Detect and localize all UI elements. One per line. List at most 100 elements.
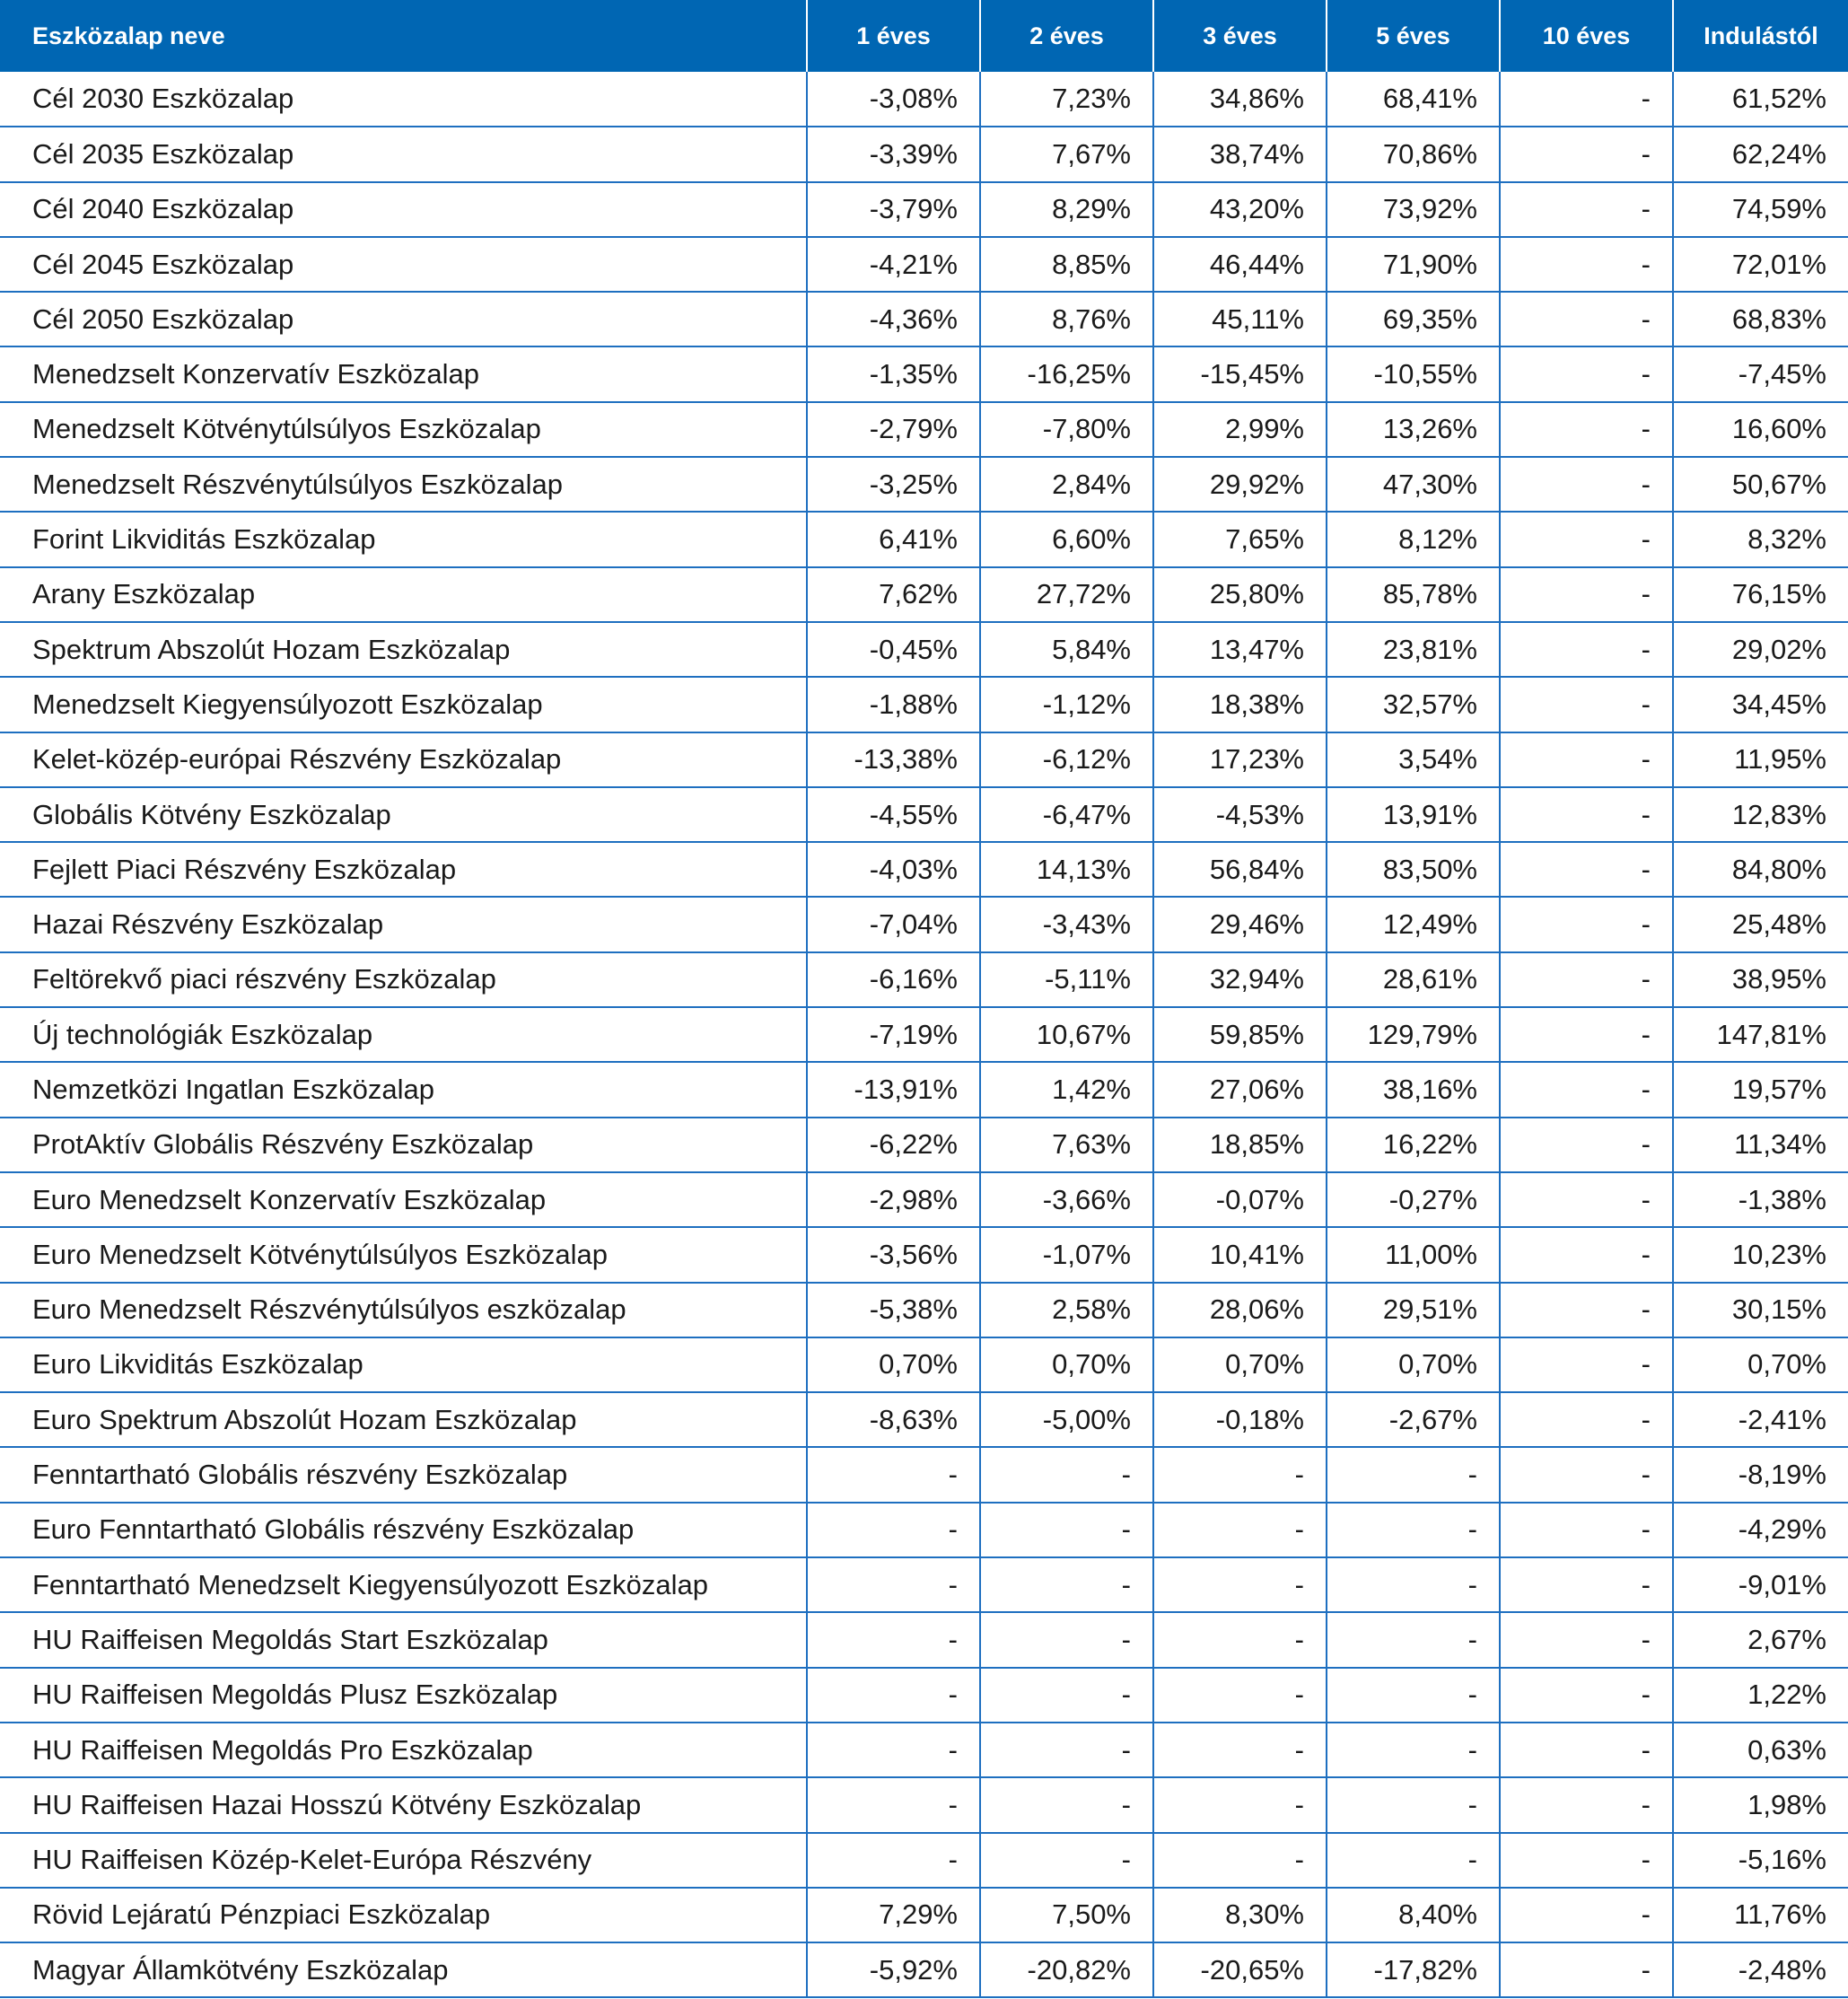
- cell-return-2y: 7,63%: [979, 1117, 1153, 1173]
- cell-return-2y: -: [979, 1502, 1153, 1559]
- cell-return-3y: 32,94%: [1152, 951, 1327, 1009]
- table-row: Cél 2035 Eszközalap -3,39% 7,67% 38,74% 70,8…: [0, 127, 1848, 183]
- table-row: Rövid Lejáratú Pénzpiaci Eszközalap 7,29%…: [0, 1887, 1848, 1944]
- cell-fund-name: Cél 2040 Eszközalap: [0, 181, 807, 238]
- cell-return-3y: 45,11%: [1152, 292, 1327, 348]
- cell-return-2y: 8,29%: [979, 181, 1153, 238]
- cell-return-2y: -6,47%: [979, 786, 1153, 844]
- cell-return-1y: -: [806, 1777, 980, 1834]
- cell-fund-name: Cél 2035 Eszközalap: [0, 127, 807, 183]
- cell-return-3y: -: [1152, 1777, 1327, 1834]
- cell-return-5y: 8,12%: [1326, 512, 1500, 568]
- cell-return-2y: 7,50%: [979, 1887, 1153, 1944]
- cell-return-3y: -: [1152, 1832, 1327, 1889]
- table-row: HU Raiffeisen Megoldás Plusz Eszközalap -…: [0, 1667, 1848, 1723]
- cell-return-since-inception: 0,63%: [1672, 1722, 1848, 1779]
- table-row: HU Raiffeisen Hazai Hosszú Kötvény Eszkö…: [0, 1777, 1848, 1834]
- cell-return-1y: -: [806, 1832, 980, 1889]
- cell-fund-name: Fenntartható Menedzselt Kiegyensúlyozott…: [0, 1557, 807, 1614]
- cell-return-1y: 7,29%: [806, 1887, 980, 1944]
- cell-return-since-inception: 29,02%: [1672, 621, 1848, 679]
- cell-return-3y: 59,85%: [1152, 1007, 1327, 1064]
- cell-return-10y: -: [1499, 897, 1673, 953]
- cell-return-3y: -: [1152, 1557, 1327, 1614]
- column-header-return-since-inception: Indulástól: [1672, 0, 1848, 72]
- column-header-return-5y: 5 éves: [1326, 0, 1500, 72]
- cell-return-3y: -20,65%: [1152, 1942, 1327, 1999]
- cell-return-1y: -6,22%: [806, 1117, 980, 1173]
- cell-return-1y: -8,63%: [806, 1392, 980, 1449]
- cell-return-since-inception: 25,48%: [1672, 897, 1848, 953]
- cell-return-10y: -: [1499, 512, 1673, 568]
- cell-return-2y: -: [979, 1612, 1153, 1669]
- table-row: Menedzselt Kötvénytúlsúlyos Eszközalap -2…: [0, 401, 1848, 459]
- cell-return-1y: 0,70%: [806, 1337, 980, 1394]
- cell-return-since-inception: 11,95%: [1672, 732, 1848, 788]
- table-row: Cél 2050 Eszközalap -4,36% 8,76% 45,11% 69,3…: [0, 292, 1848, 348]
- cell-return-5y: 8,40%: [1326, 1887, 1500, 1944]
- cell-return-10y: -: [1499, 346, 1673, 403]
- cell-return-3y: 29,92%: [1152, 457, 1327, 513]
- cell-return-3y: 8,30%: [1152, 1887, 1327, 1944]
- table-row: Fenntartható Globális részvény Eszközala…: [0, 1447, 1848, 1504]
- cell-return-5y: 12,49%: [1326, 897, 1500, 953]
- cell-return-since-inception: -2,41%: [1672, 1392, 1848, 1449]
- cell-fund-name: Menedzselt Kiegyensúlyozott Eszközalap: [0, 677, 807, 733]
- cell-fund-name: Menedzselt Kötvénytúlsúlyos Eszközalap: [0, 401, 807, 459]
- cell-return-5y: 0,70%: [1326, 1337, 1500, 1394]
- cell-return-1y: -: [806, 1557, 980, 1614]
- table-row: Fejlett Piaci Részvény Eszközalap -4,03% 1…: [0, 842, 1848, 899]
- cell-return-since-inception: 10,23%: [1672, 1227, 1848, 1284]
- table-row: Euro Likviditás Eszközalap 0,70% 0,70% 0,70…: [0, 1337, 1848, 1394]
- cell-return-10y: -: [1499, 677, 1673, 733]
- cell-return-1y: -5,92%: [806, 1942, 980, 1999]
- cell-return-3y: -: [1152, 1447, 1327, 1504]
- cell-return-1y: -0,45%: [806, 621, 980, 679]
- cell-return-2y: 5,84%: [979, 621, 1153, 679]
- cell-return-1y: 6,41%: [806, 512, 980, 568]
- cell-return-10y: -: [1499, 181, 1673, 238]
- cell-fund-name: Cél 2030 Eszközalap: [0, 72, 807, 128]
- cell-return-since-inception: 74,59%: [1672, 181, 1848, 238]
- cell-fund-name: HU Raiffeisen Megoldás Plusz Eszközalap: [0, 1667, 807, 1723]
- cell-return-5y: -17,82%: [1326, 1942, 1500, 1999]
- cell-return-1y: -4,55%: [806, 786, 980, 844]
- cell-return-3y: -: [1152, 1502, 1327, 1559]
- cell-return-2y: 1,42%: [979, 1062, 1153, 1118]
- cell-return-3y: 13,47%: [1152, 621, 1327, 679]
- cell-fund-name: HU Raiffeisen Megoldás Pro Eszközalap: [0, 1722, 807, 1779]
- cell-return-10y: -: [1499, 1447, 1673, 1504]
- cell-return-2y: -3,66%: [979, 1171, 1153, 1229]
- column-header-fund-name: Eszközalap neve: [0, 0, 807, 72]
- cell-return-5y: 73,92%: [1326, 181, 1500, 238]
- cell-fund-name: Arany Eszközalap: [0, 566, 807, 623]
- cell-return-3y: 56,84%: [1152, 842, 1327, 899]
- cell-return-3y: 34,86%: [1152, 72, 1327, 128]
- cell-return-since-inception: -7,45%: [1672, 346, 1848, 403]
- cell-return-10y: -: [1499, 951, 1673, 1009]
- cell-return-5y: -: [1326, 1722, 1500, 1779]
- cell-fund-name: HU Raiffeisen Megoldás Start Eszközalap: [0, 1612, 807, 1669]
- cell-return-2y: 27,72%: [979, 566, 1153, 623]
- cell-fund-name: Cél 2050 Eszközalap: [0, 292, 807, 348]
- table-row: HU Raiffeisen Megoldás Start Eszközalap -…: [0, 1612, 1848, 1669]
- cell-return-1y: -1,35%: [806, 346, 980, 403]
- cell-return-since-inception: 2,67%: [1672, 1612, 1848, 1669]
- cell-return-2y: -6,12%: [979, 732, 1153, 788]
- table-row: Feltörekvő piaci részvény Eszközalap -6,1…: [0, 951, 1848, 1009]
- cell-return-5y: 32,57%: [1326, 677, 1500, 733]
- cell-return-5y: -: [1326, 1447, 1500, 1504]
- cell-fund-name: HU Raiffeisen Közép-Kelet-Európa Részvén…: [0, 1832, 807, 1889]
- table-row: Cél 2030 Eszközalap -3,08% 7,23% 34,86% 68,4…: [0, 72, 1848, 128]
- cell-return-since-inception: 11,34%: [1672, 1117, 1848, 1173]
- cell-return-10y: -: [1499, 842, 1673, 899]
- cell-return-since-inception: -5,16%: [1672, 1832, 1848, 1889]
- cell-fund-name: Forint Likviditás Eszközalap: [0, 512, 807, 568]
- cell-return-3y: -0,07%: [1152, 1171, 1327, 1229]
- cell-return-5y: 16,22%: [1326, 1117, 1500, 1173]
- cell-return-3y: 27,06%: [1152, 1062, 1327, 1118]
- cell-return-5y: 47,30%: [1326, 457, 1500, 513]
- cell-return-5y: -2,67%: [1326, 1392, 1500, 1449]
- cell-return-since-inception: 72,01%: [1672, 236, 1848, 294]
